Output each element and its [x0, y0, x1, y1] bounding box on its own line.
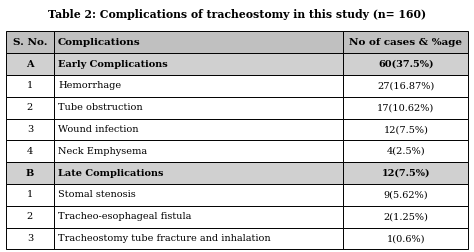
Text: 2: 2 [27, 212, 33, 221]
Bar [6, 53, 54, 75]
Bar [54, 140, 343, 162]
Bar [54, 184, 343, 206]
Bar [6, 206, 54, 228]
Text: Neck Emphysema: Neck Emphysema [58, 147, 147, 156]
Text: Late Complications: Late Complications [58, 169, 164, 178]
Text: Complications: Complications [58, 38, 141, 47]
Text: 9(5.62%): 9(5.62%) [383, 191, 428, 200]
Bar [54, 119, 343, 141]
Bar [54, 53, 343, 75]
Bar [343, 53, 468, 75]
Text: Tube obstruction: Tube obstruction [58, 103, 143, 112]
Text: 2(1.25%): 2(1.25%) [383, 212, 428, 221]
Bar [54, 206, 343, 228]
Bar [54, 75, 343, 97]
Bar [54, 32, 343, 53]
Text: 17(10.62%): 17(10.62%) [377, 103, 435, 112]
Text: Table 2: Complications of tracheostomy in this study (n= 160): Table 2: Complications of tracheostomy i… [48, 9, 426, 20]
Text: Tracheostomy tube fracture and inhalation: Tracheostomy tube fracture and inhalatio… [58, 234, 271, 243]
Text: B: B [26, 169, 34, 178]
Bar [54, 162, 343, 184]
Text: 12(7.5%): 12(7.5%) [382, 169, 430, 178]
Bar [343, 206, 468, 228]
Bar [6, 228, 54, 249]
Bar [343, 162, 468, 184]
Bar [343, 140, 468, 162]
Text: 3: 3 [27, 125, 33, 134]
Bar [54, 228, 343, 249]
Text: S. No.: S. No. [13, 38, 47, 47]
Text: Stomal stenosis: Stomal stenosis [58, 191, 136, 200]
Bar [343, 184, 468, 206]
Bar [6, 162, 54, 184]
Bar [54, 97, 343, 119]
Text: 60(37.5%): 60(37.5%) [378, 60, 434, 69]
Text: 27(16.87%): 27(16.87%) [377, 81, 435, 90]
Text: 1(0.6%): 1(0.6%) [387, 234, 425, 243]
Text: Early Complications: Early Complications [58, 60, 168, 69]
Bar [343, 97, 468, 119]
Text: 1: 1 [27, 81, 33, 90]
Bar [343, 32, 468, 53]
Bar [6, 184, 54, 206]
Bar [6, 75, 54, 97]
Bar [343, 119, 468, 141]
Text: 1: 1 [27, 191, 33, 200]
Bar [6, 140, 54, 162]
Bar [6, 119, 54, 141]
Text: Wound infection: Wound infection [58, 125, 138, 134]
Text: 3: 3 [27, 234, 33, 243]
Text: 12(7.5%): 12(7.5%) [383, 125, 428, 134]
Bar [343, 228, 468, 249]
Text: No of cases & %age: No of cases & %age [349, 38, 462, 47]
Text: 4: 4 [27, 147, 33, 156]
Bar [6, 32, 54, 53]
Bar [6, 97, 54, 119]
Text: Hemorrhage: Hemorrhage [58, 81, 121, 90]
Bar [343, 75, 468, 97]
Text: 4(2.5%): 4(2.5%) [386, 147, 425, 156]
Text: 2: 2 [27, 103, 33, 112]
Text: A: A [26, 60, 34, 69]
Text: Tracheo-esophageal fistula: Tracheo-esophageal fistula [58, 212, 191, 221]
